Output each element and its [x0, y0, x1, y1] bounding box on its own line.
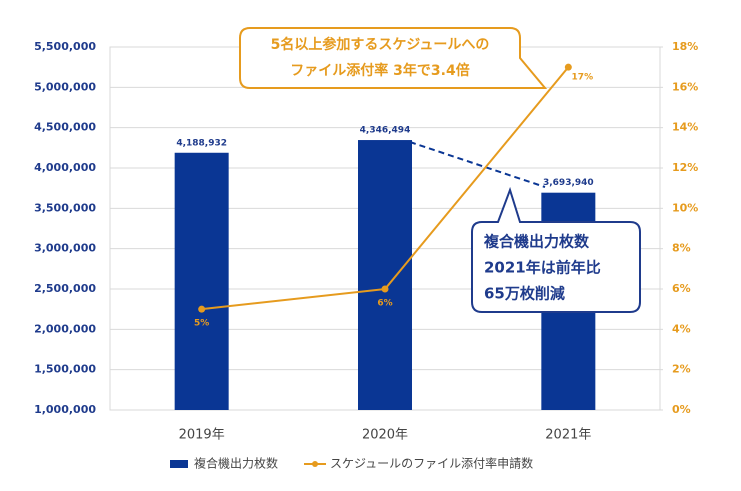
callout-text: ファイル添付率 3年で3.4倍 [290, 62, 469, 79]
y-tick-label: 2,000,000 [34, 322, 96, 335]
y-tick-label: 4,500,000 [34, 121, 96, 134]
x-tick-label: 2021年 [545, 428, 591, 443]
y2-tick-label: 16% [672, 80, 698, 93]
y2-tick-label: 10% [672, 201, 698, 214]
y2-tick-label: 18% [672, 40, 698, 53]
y2-tick-label: 4% [672, 322, 691, 335]
value-label: 17% [572, 73, 594, 83]
line-point [381, 285, 389, 293]
callout-box [471, 186, 641, 313]
x-tick-label: 2020年 [362, 428, 408, 443]
y-tick-label: 5,500,000 [34, 40, 96, 53]
y-tick-label: 1,500,000 [34, 363, 96, 376]
y-tick-label: 1,000,000 [34, 403, 96, 416]
trend-connector [409, 141, 546, 188]
value-label: 5% [194, 319, 209, 329]
bar [174, 152, 229, 410]
legend-label: スケジュールのファイル添付率申請数 [330, 456, 533, 471]
plot-area: 1,000,000 1,500,000 2,000,000 2,500,000 3,00… [34, 40, 698, 443]
line-point [564, 63, 572, 71]
y2-tick-label: 12% [672, 161, 698, 174]
callout-box [239, 27, 548, 89]
line-point [198, 305, 206, 313]
y2-tick-label: 8% [672, 242, 691, 255]
y-tick-label: 5,000,000 [34, 80, 96, 93]
callout-text: 65万枚削減 [484, 285, 565, 303]
callout-text: 5名以上参加するスケジュールへの [271, 36, 490, 53]
y2-tick-label: 14% [672, 121, 698, 134]
overlay: 5% 6% 17% [194, 63, 594, 329]
value-label: 4,188,932 [176, 138, 227, 148]
legend-swatch [312, 461, 319, 467]
legend-label: 複合機出力枚数 [194, 456, 278, 471]
y-tick-label: 2,500,000 [34, 282, 96, 295]
bar [358, 140, 412, 410]
value-label: 4,346,494 [360, 126, 411, 136]
callout-text: 複合機出力枚数 [483, 233, 590, 251]
legend-swatch [170, 460, 188, 468]
value-label: 6% [377, 299, 392, 309]
y2-tick-label: 6% [672, 282, 691, 295]
value-label: 3,693,940 [543, 178, 594, 188]
callout-text: 2021年は前年比 [484, 259, 601, 277]
y2-tick-label: 0% [672, 403, 691, 416]
y2-tick-label: 2% [672, 363, 691, 376]
x-tick-label: 2019年 [179, 428, 225, 443]
y-tick-label: 3,500,000 [34, 201, 96, 214]
y-tick-label: 4,000,000 [34, 161, 96, 174]
y-tick-label: 3,000,000 [34, 242, 96, 255]
